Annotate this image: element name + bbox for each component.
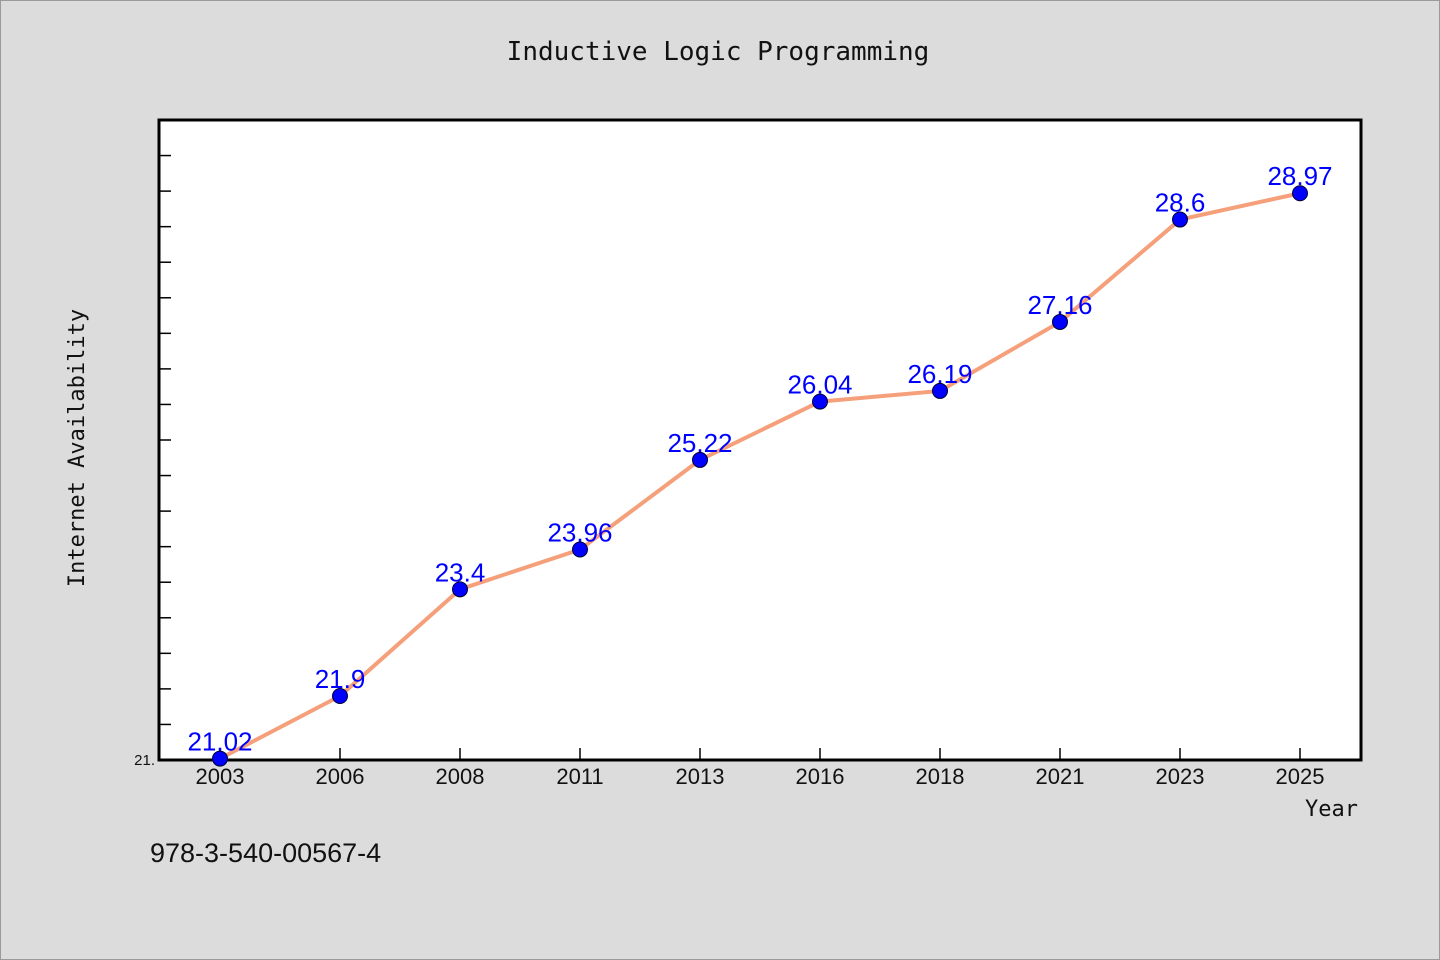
data-point-marker — [932, 382, 948, 399]
data-label: 25.22 — [667, 428, 732, 458]
series-line — [218, 191, 1302, 761]
data-point-marker — [812, 393, 828, 410]
data-point-marker — [572, 541, 588, 558]
y-tick-label: 21. — [134, 752, 155, 769]
data-point-marker — [692, 451, 708, 468]
x-tick-label: 2006 — [316, 764, 365, 789]
x-tick-label: 2013 — [676, 764, 725, 789]
data-label: 21.02 — [187, 727, 252, 757]
x-tick-label: 2023 — [1156, 764, 1205, 789]
data-point-marker — [452, 581, 468, 598]
data-label: 23.4 — [435, 557, 486, 587]
y-axis-label: Internet Availability — [65, 309, 90, 587]
chart-title: Inductive Logic Programming — [507, 37, 930, 67]
x-tick-label: 2003 — [196, 764, 245, 789]
x-axis-label: Year — [1305, 797, 1358, 822]
x-tick-label: 2016 — [796, 764, 845, 789]
series-markers — [212, 185, 1308, 767]
data-point-marker — [332, 688, 348, 704]
data-label: 26.04 — [787, 370, 852, 400]
data-label: 28.6 — [1155, 188, 1206, 218]
x-tick-label: 2025 — [1276, 764, 1325, 789]
x-tick-label: 2021 — [1036, 764, 1085, 789]
data-label: 28.97 — [1267, 161, 1332, 191]
data-point-marker — [1292, 185, 1308, 202]
y-axis-ticks: 21. — [134, 119, 171, 769]
data-point-marker — [1052, 313, 1068, 330]
data-labels: 21.02 21.9 23.4 23.96 25.22 26.04 26.19 27.16 28… — [187, 161, 1332, 756]
isbn-annotation: 978-3-540-00567-4 — [150, 838, 381, 868]
data-label: 26.19 — [907, 359, 972, 389]
plot-area — [157, 118, 1363, 762]
x-axis-ticks: 2003 2006 2008 2011 2013 2016 2018 2021 2023 2025 — [196, 748, 1325, 789]
data-label: 23.96 — [547, 518, 612, 548]
data-label: 27.16 — [1027, 290, 1092, 320]
data-point-marker — [212, 750, 228, 767]
x-tick-label: 2018 — [916, 764, 965, 789]
x-tick-label: 2008 — [436, 764, 485, 789]
data-label: 21.9 — [315, 664, 366, 694]
data-point-marker — [1172, 211, 1188, 228]
x-tick-label: 2011 — [556, 764, 603, 789]
